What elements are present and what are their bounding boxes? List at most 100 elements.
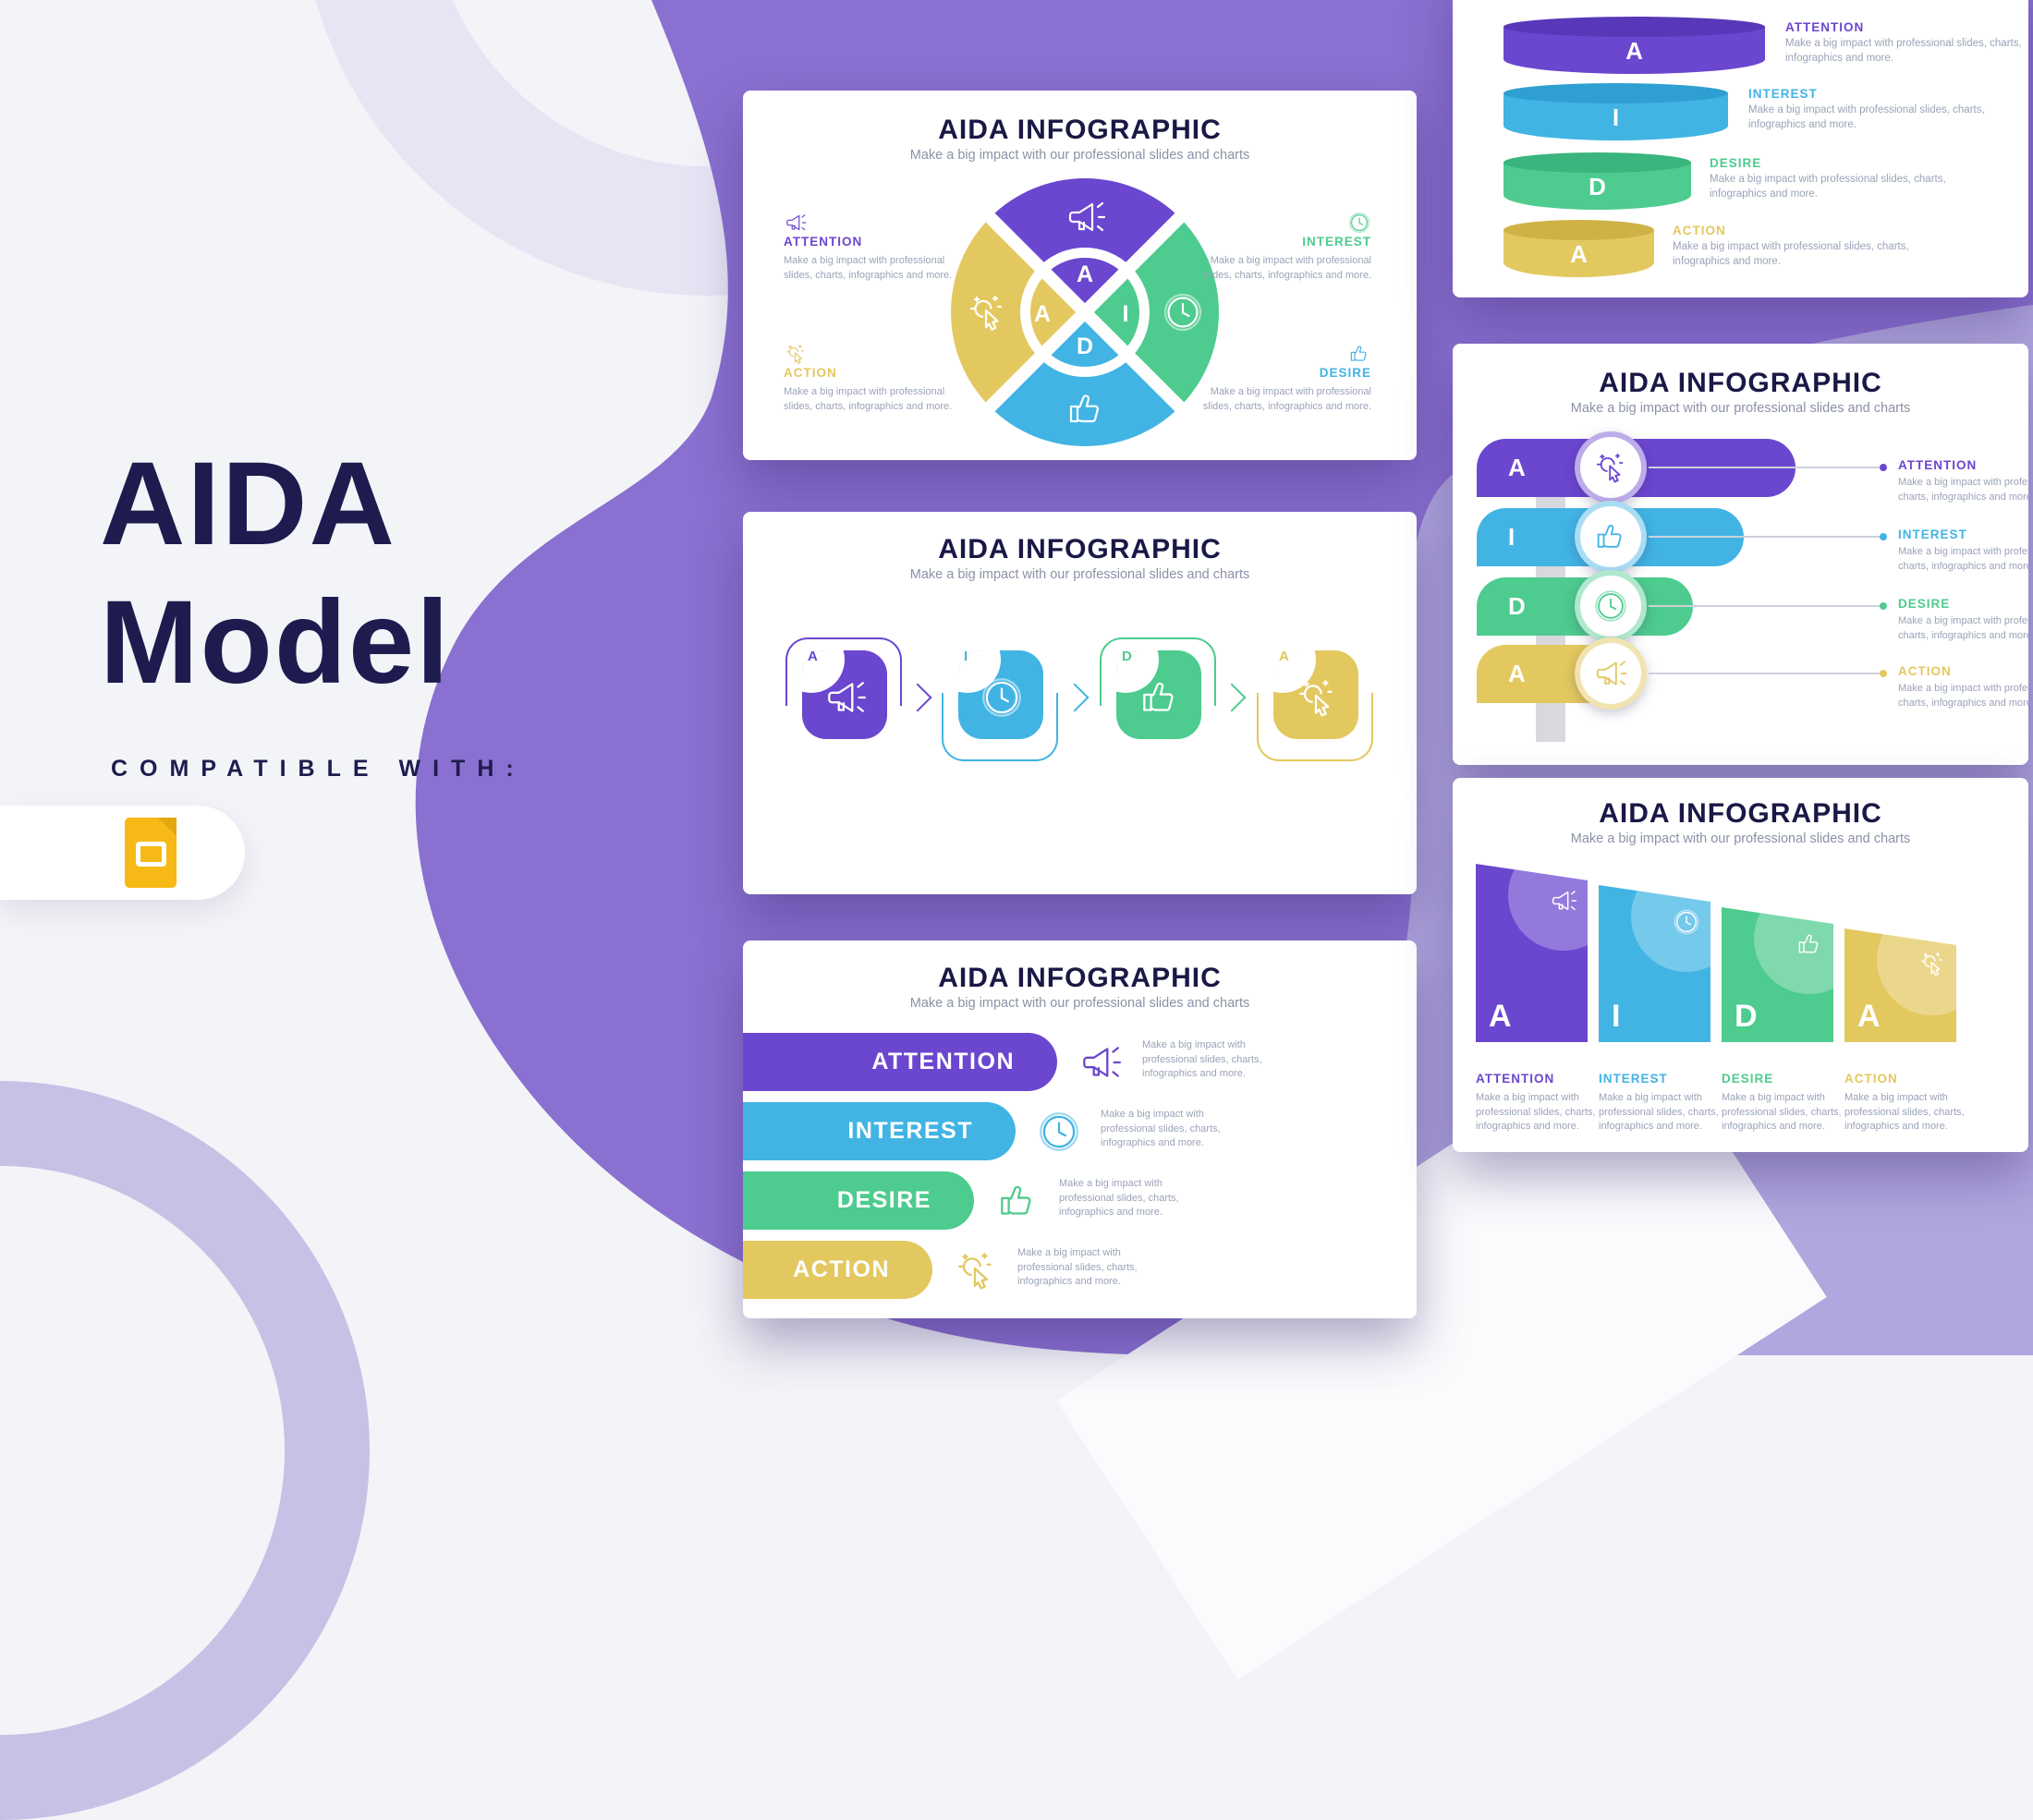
google-slides-pill [0, 806, 245, 900]
bar-action: ACTION [743, 1241, 932, 1299]
step-label: DESIRE [1898, 597, 1951, 611]
step-letter: A [1489, 999, 1512, 1034]
connector-line [1649, 536, 1881, 538]
step-shape [958, 650, 1043, 739]
step-body: Make a big impact with professional slid… [1017, 1247, 1138, 1287]
aida-pie-diagram: A I D A [946, 178, 1223, 446]
step-letter: A [1508, 454, 1526, 481]
bracket-outline [942, 693, 1058, 761]
megaphone-icon [822, 674, 869, 721]
thumbs-up-icon [1064, 387, 1108, 431]
slide-card-bars: AIDA INFOGRAPHIC Make a big impact with … [743, 940, 1417, 1318]
connector-line [1649, 467, 1881, 468]
step-letter: A [1857, 999, 1881, 1034]
step-body: Make a big impact with professional slid… [1898, 615, 2028, 641]
click-icon [1592, 449, 1629, 486]
click-icon [953, 1247, 999, 1293]
step-label: ACTION [784, 366, 837, 380]
step-body: Make a big impact with professional slid… [1722, 1092, 1842, 1132]
label-block-desire: DESIRE Make a big impact with profession… [1722, 1072, 1860, 1134]
megaphone-icon [1549, 886, 1578, 916]
label-block-action: ACTION Make a big impact with profession… [1898, 664, 2028, 710]
slide-subtitle: Make a big impact with our professional … [909, 996, 1250, 1011]
step-shape [802, 650, 887, 739]
clock-icon [1672, 907, 1701, 937]
label-block-action: ACTION Make a big impact with profession… [1844, 1072, 1983, 1134]
cylinder-action: A [1503, 220, 1654, 277]
pie-letter-attention: A [1076, 261, 1094, 287]
step-label: INTEREST [1748, 87, 1818, 101]
step-letter: D [1122, 649, 1132, 664]
step-letter: A [1508, 660, 1526, 687]
step-letter: I [1612, 103, 1620, 131]
thumbs-up-icon [1592, 518, 1629, 555]
slide-subtitle: Make a big impact with our professional … [909, 148, 1250, 163]
step-shape [1273, 650, 1358, 739]
pie-letter-desire: D [1076, 334, 1094, 359]
thumbs-up-icon [1347, 342, 1371, 366]
compatible-with-label: COMPATIBLE WITH: [111, 756, 526, 782]
circle-badge [1575, 570, 1647, 642]
thumbs-up-icon [1795, 929, 1824, 959]
click-icon [1917, 949, 1947, 978]
thumbs-up-icon [994, 1178, 1041, 1224]
step-label: ATTENTION [1785, 20, 1865, 34]
step-body: Make a big impact with professional slid… [1673, 241, 1909, 267]
slide-title: AIDA INFOGRAPHIC [938, 534, 1222, 564]
step-letter: I [1508, 523, 1516, 551]
page-title-line2: Model [100, 576, 451, 709]
label-block-attention: ATTENTION Make a big impact with profess… [1476, 1072, 1614, 1134]
slide-subtitle: Make a big impact with our professional … [909, 567, 1250, 582]
step-label: ACTION [1844, 1072, 1898, 1086]
slide-title: AIDA INFOGRAPHIC [1599, 798, 1882, 829]
step-letter: A [1570, 240, 1588, 268]
slide-card-cylinders: A ATTENTION Make a big impact with profe… [1453, 0, 2028, 297]
step-label: INTEREST [1302, 235, 1371, 249]
process-step-attention: A ATTENTION Make a big impact with profe… [771, 637, 919, 881]
cylinder-desire: D [1503, 152, 1691, 210]
clock-icon [1592, 588, 1629, 625]
bar-desire: DESIRE [743, 1171, 974, 1230]
connector-line [1649, 605, 1881, 607]
pie-letter-interest: I [1122, 301, 1129, 327]
step-label: ACTION [1898, 664, 1952, 678]
step-label: ATTENTION [1898, 458, 1978, 472]
step-body: Make a big impact with professional slid… [1202, 386, 1371, 412]
step-body: Make a big impact with professional slid… [784, 386, 953, 412]
connector-dot [1880, 602, 1887, 610]
click-icon [965, 290, 1009, 334]
pie-letter-action: A [1033, 301, 1052, 327]
step-letter: A [808, 649, 818, 664]
label-block-interest: INTEREST Make a big impact with professi… [1748, 87, 2026, 132]
pie-inner-ring [1020, 248, 1150, 377]
step-body: Make a big impact with professional slid… [1599, 1092, 1719, 1132]
label-block-desire: DESIRE Make a big impact with profession… [1196, 342, 1371, 414]
step-label: ATTENTION [1476, 1072, 1555, 1086]
megaphone-icon [784, 211, 808, 235]
slide-card-rounded-bars: AIDA INFOGRAPHIC Make a big impact with … [1453, 344, 2028, 765]
process-step-desire: D DESIRE Make a big impact with professi… [1085, 637, 1233, 881]
slide-card-columns: AIDA INFOGRAPHIC Make a big impact with … [1453, 778, 2028, 1152]
slide-card-pie: AIDA INFOGRAPHIC Make a big impact with … [743, 91, 1417, 460]
step-body: Make a big impact with professional slid… [1898, 683, 2028, 709]
step-label: INTEREST [1599, 1072, 1668, 1086]
slide-card-process: AIDA INFOGRAPHIC Make a big impact with … [743, 512, 1417, 894]
cylinder-interest: I [1503, 83, 1728, 140]
clock-icon [1161, 290, 1205, 334]
connector-dot [1880, 533, 1887, 540]
slide-title: AIDA INFOGRAPHIC [938, 115, 1222, 145]
step-body: Make a big impact with professional slid… [1059, 1178, 1179, 1218]
step-body: Make a big impact with professional slid… [1844, 1092, 1965, 1132]
step-label: DESIRE [1722, 1072, 1774, 1086]
megaphone-icon [1077, 1039, 1124, 1086]
step-body: Make a big impact with professional slid… [1898, 546, 2028, 572]
slide-frame-icon [136, 842, 166, 867]
step-label: DESIRE [1319, 366, 1371, 380]
label-block-interest: INTEREST Make a big impact with professi… [1898, 528, 2028, 574]
connector-dot [1880, 670, 1887, 677]
connector-dot [1880, 464, 1887, 471]
step-body: Make a big impact with professional slid… [1202, 255, 1371, 281]
slide-title: AIDA INFOGRAPHIC [938, 963, 1222, 993]
step-shape [1116, 650, 1201, 739]
slide-subtitle: Make a big impact with our professional … [1570, 831, 1911, 846]
